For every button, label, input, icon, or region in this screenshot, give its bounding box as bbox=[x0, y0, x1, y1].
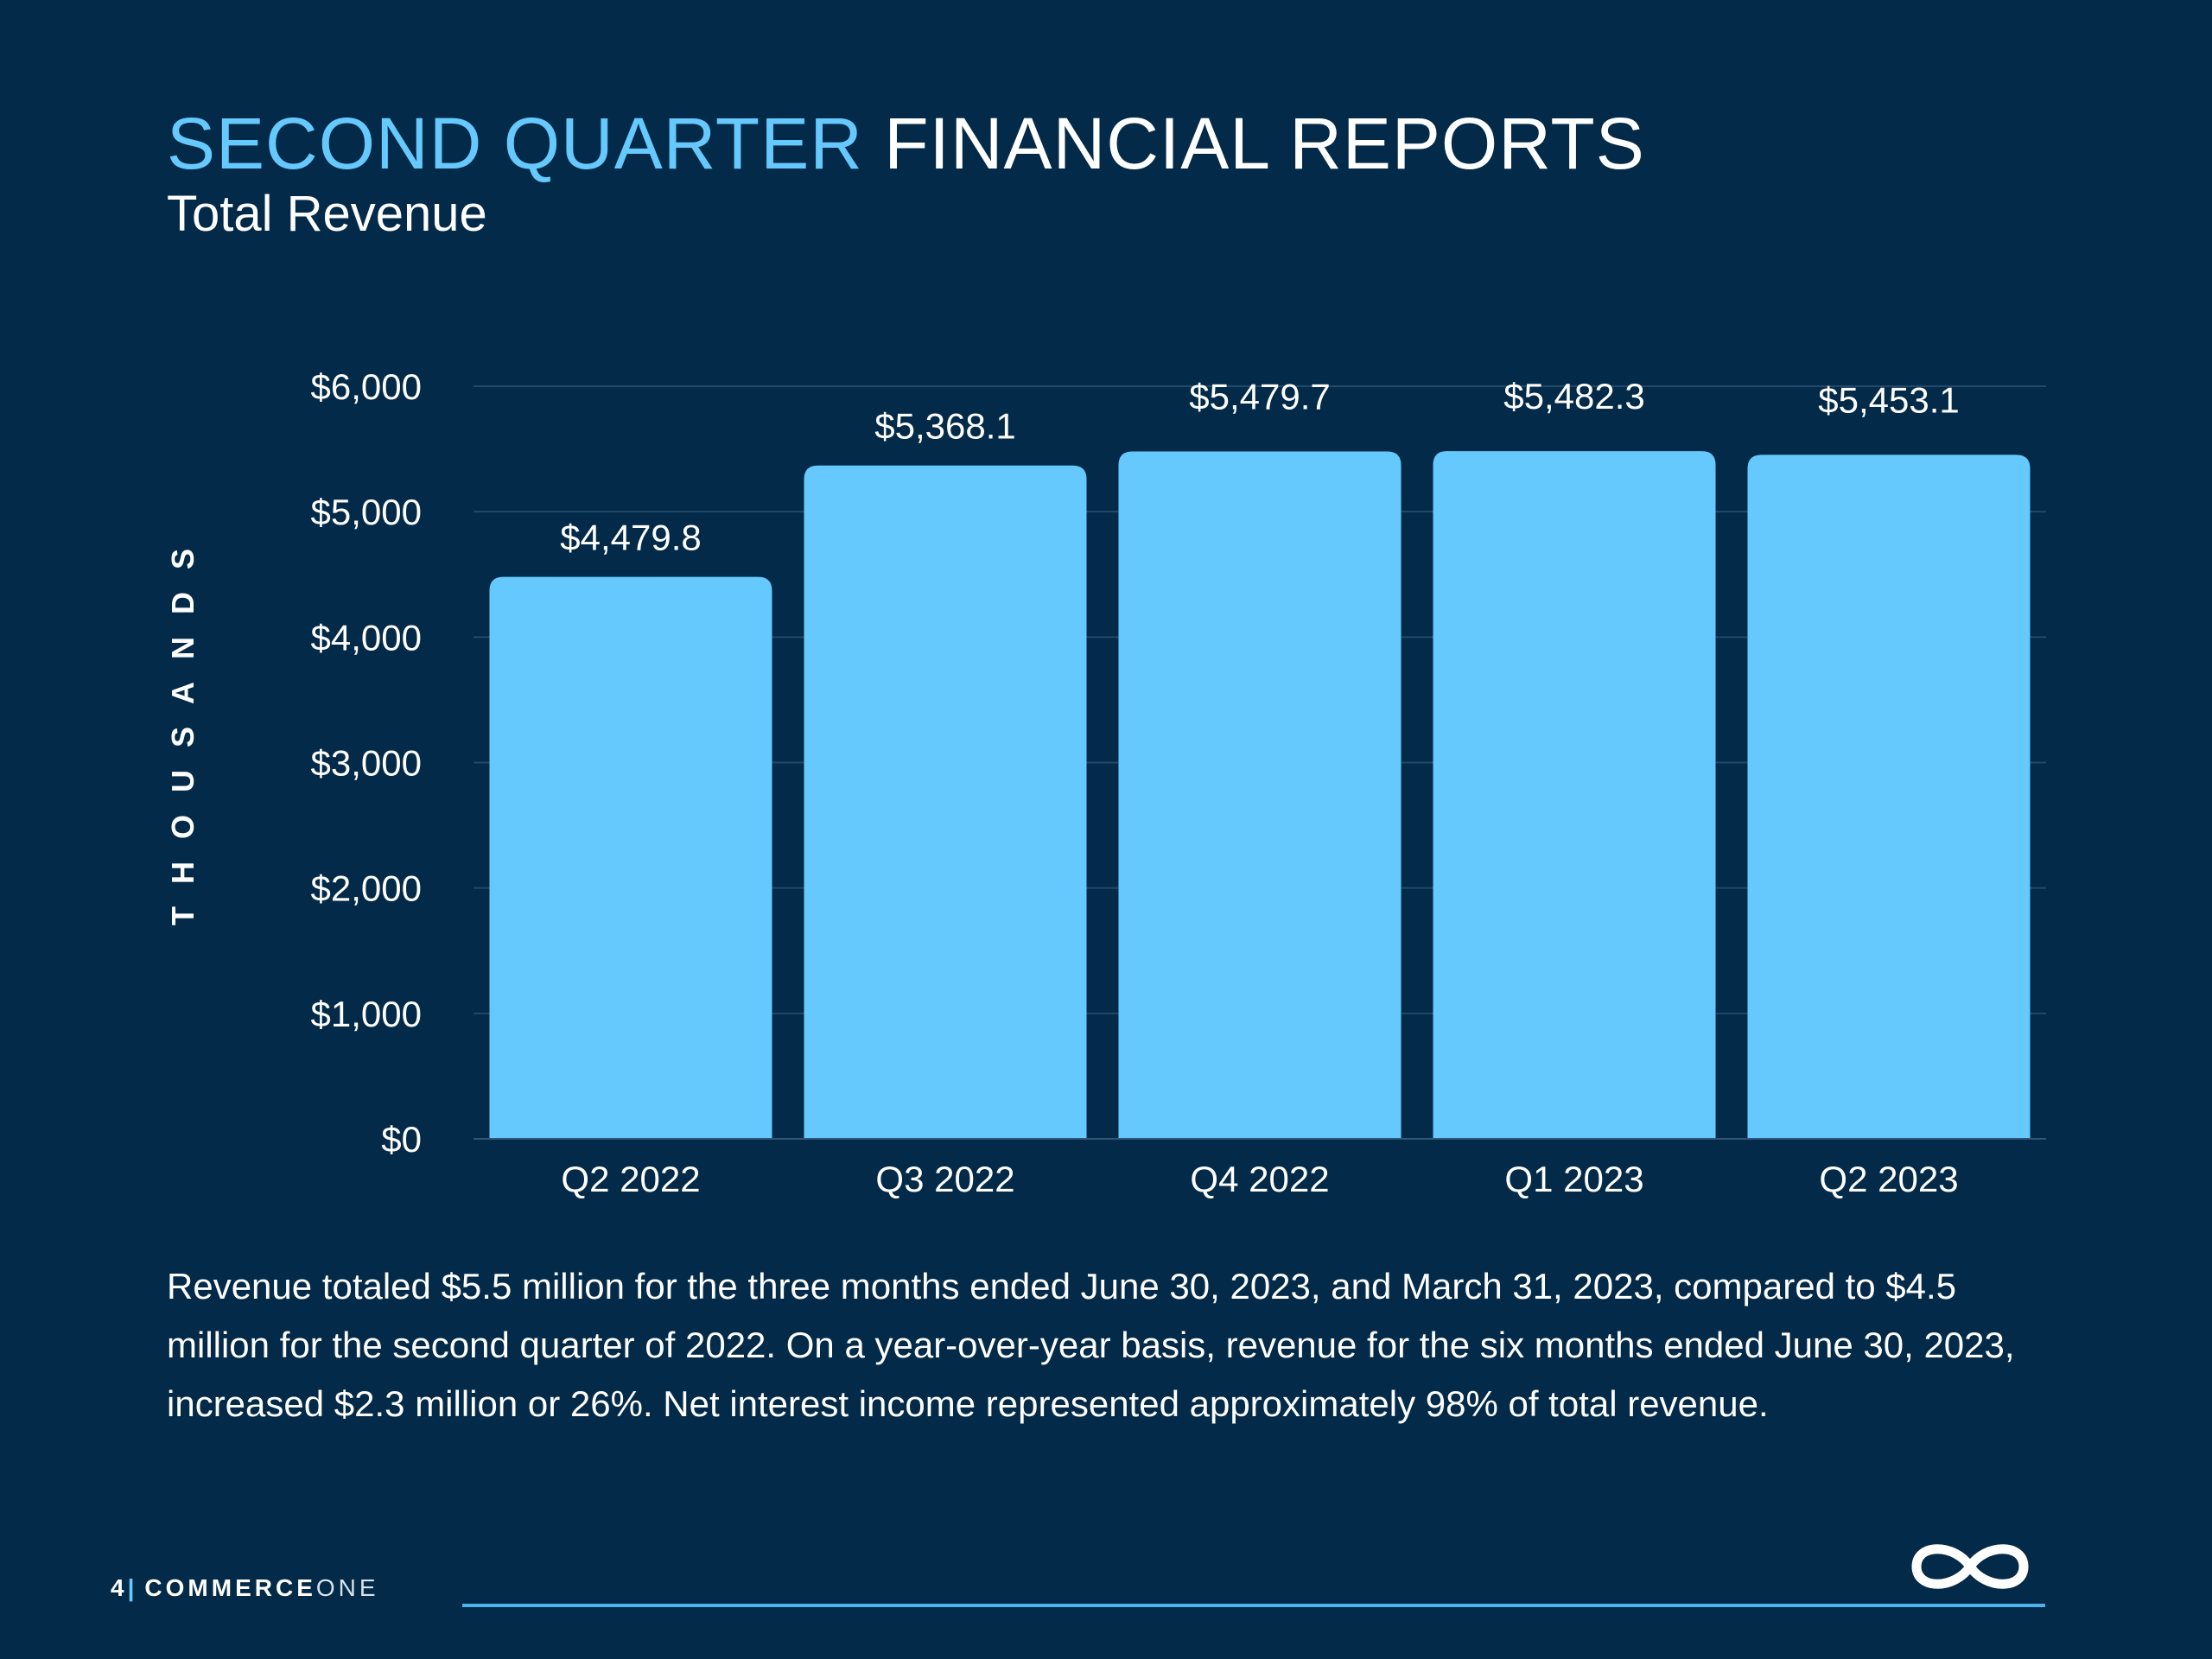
brand-name-light: ONE bbox=[315, 1574, 379, 1601]
page-subtitle: Total Revenue bbox=[167, 186, 487, 242]
data-label: $5,368.1 bbox=[874, 406, 1016, 447]
footer-brand: 4 | COMMERCEONE bbox=[111, 1573, 379, 1604]
bar bbox=[1433, 451, 1716, 1139]
title-accent: SECOND QUARTER bbox=[167, 103, 863, 184]
x-tick-label: Q2 2023 bbox=[1819, 1159, 1958, 1199]
revenue-bar-chart: $0 $1,000 $2,000 $3,000 $4,000 $5,000 $6,000 $4… bbox=[311, 366, 2046, 1199]
bar bbox=[804, 465, 1087, 1139]
data-label: $5,453.1 bbox=[1818, 379, 1960, 420]
data-label: $5,482.3 bbox=[1503, 376, 1645, 416]
data-label: $4,479.8 bbox=[560, 518, 702, 558]
y-tick-label: $5,000 bbox=[311, 492, 422, 532]
x-tick-label: Q1 2023 bbox=[1504, 1159, 1643, 1199]
x-tick-label: Q2 2022 bbox=[561, 1159, 700, 1199]
bar bbox=[489, 576, 772, 1139]
page-title: SECOND QUARTER FINANCIAL REPORTS bbox=[167, 102, 1645, 185]
y-tick-label: $0 bbox=[381, 1119, 422, 1160]
infinity-icon bbox=[1911, 1544, 2029, 1589]
y-tick-label: $1,000 bbox=[311, 994, 422, 1034]
x-tick-label: Q4 2022 bbox=[1190, 1159, 1329, 1199]
brand-name-bold: COMMERCE bbox=[144, 1574, 316, 1601]
revenue-summary-paragraph: Revenue totaled $5.5 million for the thr… bbox=[167, 1266, 2015, 1424]
y-tick-label: $2,000 bbox=[311, 868, 422, 909]
bar bbox=[1118, 451, 1402, 1139]
x-tick-label: Q3 2022 bbox=[875, 1159, 1014, 1199]
page-number: 4 bbox=[111, 1574, 124, 1601]
bar bbox=[1747, 454, 2031, 1139]
y-tick-label: $3,000 bbox=[311, 743, 422, 784]
footer-rule bbox=[462, 1604, 2045, 1607]
title-rest: FINANCIAL REPORTS bbox=[884, 103, 1645, 184]
y-tick-label: $6,000 bbox=[311, 366, 422, 407]
footer-separator: | bbox=[127, 1574, 135, 1601]
y-tick-label: $4,000 bbox=[311, 617, 422, 658]
data-label: $5,479.7 bbox=[1189, 377, 1331, 417]
